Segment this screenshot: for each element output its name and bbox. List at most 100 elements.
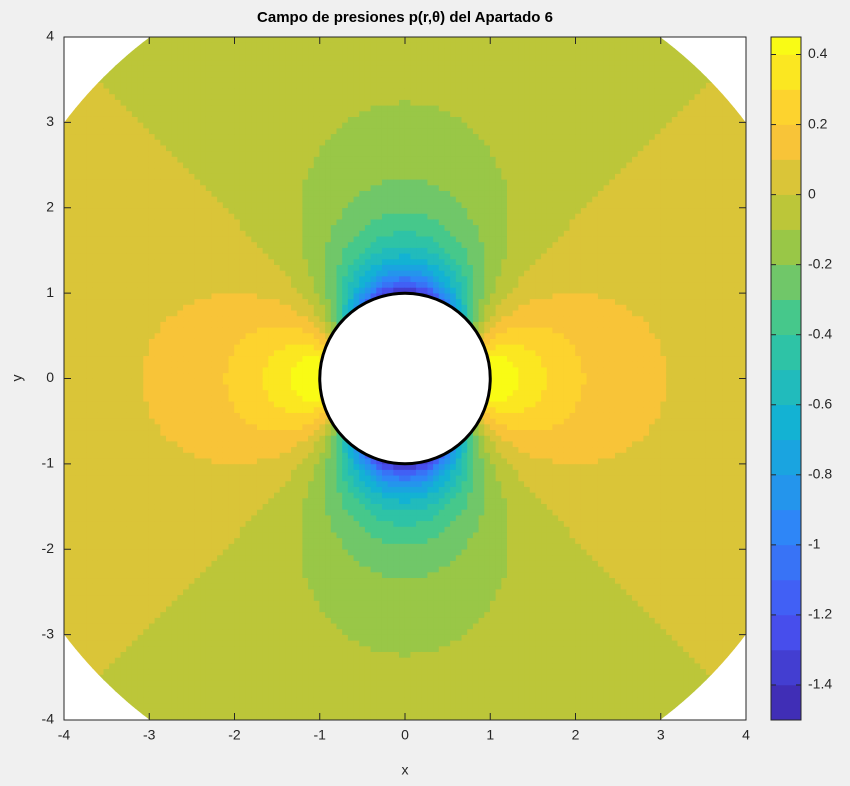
contour-cell <box>291 577 298 584</box>
contour-cell <box>109 76 116 83</box>
contour-cell <box>188 691 196 698</box>
contour-cell <box>120 116 127 123</box>
contour-cell <box>114 469 122 476</box>
contour-cell <box>126 617 133 624</box>
contour-cell <box>166 281 173 288</box>
contour-cell <box>285 37 292 43</box>
contour-cell <box>131 383 139 391</box>
contour-cell <box>279 696 286 704</box>
contour-cell <box>126 127 133 135</box>
contour-cell <box>97 275 105 283</box>
contour-cell <box>148 156 156 163</box>
contour-cell <box>268 691 275 698</box>
contour-cell <box>103 662 110 670</box>
contour-cell <box>194 651 201 658</box>
contour-cell <box>166 509 173 516</box>
contour-cell <box>296 395 303 402</box>
contour-cell <box>177 235 184 243</box>
contour-cell <box>177 270 184 277</box>
contour-cell <box>245 190 252 197</box>
contour-cell <box>80 196 88 203</box>
contour-cell <box>148 161 156 169</box>
contour-cell <box>97 440 105 448</box>
contour-cell <box>120 469 127 476</box>
contour-cell <box>177 435 184 442</box>
contour-cell <box>120 622 127 630</box>
contour-cell <box>86 338 93 345</box>
contour-cell <box>160 127 167 135</box>
contour-cell <box>194 207 201 214</box>
contour-cell <box>120 184 127 191</box>
contour-cell <box>245 668 252 675</box>
contour-cell <box>211 474 218 482</box>
contour-cell <box>166 201 173 209</box>
contour-cell <box>103 372 110 379</box>
contour-cell <box>200 583 207 590</box>
contour-cell <box>103 622 110 630</box>
contour-cell <box>234 514 241 522</box>
contour-cell <box>285 492 292 499</box>
contour-cell <box>154 605 161 613</box>
contour-cell <box>160 452 167 459</box>
contour-cell <box>114 645 122 652</box>
contour-cell <box>69 247 76 254</box>
contour-cell <box>205 628 213 635</box>
contour-cell <box>92 338 99 345</box>
contour-cell <box>256 207 264 214</box>
contour-cell <box>131 685 139 692</box>
contour-cell <box>239 156 247 163</box>
contour-cell <box>256 702 264 709</box>
contour-cell <box>217 201 224 209</box>
contour-cell <box>154 600 161 607</box>
contour-cell <box>194 412 201 419</box>
contour-cell <box>222 645 230 652</box>
contour-cell <box>64 287 70 294</box>
contour-cell <box>279 651 286 658</box>
contour-cell <box>279 435 286 442</box>
contour-cell <box>262 167 269 174</box>
contour-cell <box>166 150 173 157</box>
contour-cell <box>200 588 207 596</box>
contour-cell <box>80 463 88 470</box>
contour-cell <box>109 554 116 561</box>
contour-cell <box>154 640 161 647</box>
contour-cell <box>103 264 110 271</box>
contour-cell <box>256 486 264 493</box>
contour-cell <box>126 184 133 191</box>
contour-cell <box>148 344 156 351</box>
contour-cell <box>86 509 93 516</box>
contour-cell <box>222 76 230 83</box>
contour-cell <box>143 355 150 362</box>
contour-cell <box>234 503 241 510</box>
contour-cell <box>188 298 196 305</box>
contour-cell <box>279 474 286 482</box>
contour-cell <box>262 161 269 169</box>
contour-cell <box>109 105 116 112</box>
contour-cell <box>64 167 70 174</box>
contour-cell <box>160 298 167 305</box>
contour-cell <box>137 554 144 561</box>
contour-cell <box>143 429 150 436</box>
contour-cell <box>69 531 76 539</box>
contour-cell <box>279 349 286 357</box>
contour-cell <box>154 696 161 704</box>
contour-cell <box>239 161 247 169</box>
contour-cell <box>211 156 218 163</box>
contour-cell <box>222 605 230 613</box>
contour-cell <box>228 594 235 601</box>
contour-cell <box>64 446 70 453</box>
contour-cell <box>166 708 173 715</box>
contour-cell <box>273 349 281 357</box>
contour-cell <box>80 275 88 283</box>
contour-cell <box>205 457 213 465</box>
contour-cell <box>114 537 122 544</box>
contour-cell <box>273 406 281 413</box>
contour-cell <box>97 622 105 630</box>
contour-cell <box>114 344 122 351</box>
contour-cell <box>171 82 178 89</box>
contour-cell <box>234 70 241 78</box>
contour-cell <box>103 224 110 231</box>
contour-cell <box>279 270 286 277</box>
contour-cell <box>188 509 196 516</box>
contour-cell <box>166 696 173 704</box>
